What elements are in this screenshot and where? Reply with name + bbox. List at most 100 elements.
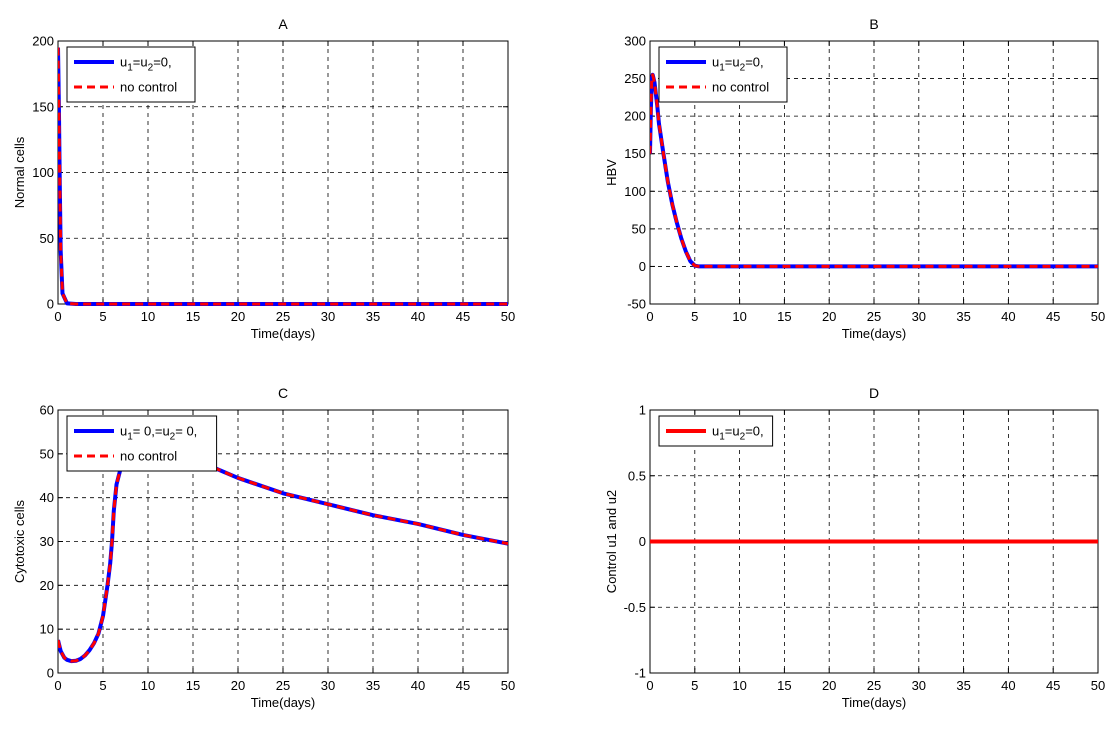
x-tick-label: 35	[366, 678, 380, 693]
x-tick-label: 20	[231, 309, 245, 324]
y-tick-label: -1	[634, 666, 646, 681]
x-axis-label: Time(days)	[842, 326, 907, 341]
x-tick-label: 50	[1091, 678, 1105, 693]
x-tick-label: 35	[956, 309, 970, 324]
legend: u1= 0,=u2= 0, no control	[66, 415, 218, 472]
legend-label: u1=u2=0,	[120, 55, 172, 74]
y-tick-label: 0.5	[628, 468, 646, 483]
legend-label: no control	[712, 80, 769, 95]
y-tick-label: -50	[627, 297, 646, 312]
y-tick-label: 250	[624, 71, 646, 86]
y-tick-label: 60	[40, 403, 54, 418]
x-tick-label: 30	[912, 678, 926, 693]
legend-label: no control	[120, 449, 177, 464]
legend-label: u1= 0,=u2= 0,	[120, 424, 197, 443]
chart-title: A	[278, 16, 288, 32]
x-tick-label: 35	[366, 309, 380, 324]
x-axis-label: Time(days)	[842, 695, 907, 710]
y-tick-label: 0	[639, 534, 646, 549]
y-tick-label: 1	[639, 403, 646, 418]
y-tick-label: -0.5	[624, 600, 646, 615]
x-tick-label: 10	[732, 678, 746, 693]
x-tick-label: 15	[186, 309, 200, 324]
x-tick-label: 25	[867, 678, 881, 693]
y-tick-label: 20	[40, 578, 54, 593]
series-line	[58, 450, 508, 663]
y-tick-label: 0	[639, 259, 646, 274]
legend-box	[658, 46, 788, 103]
x-tick-label: 45	[456, 309, 470, 324]
series-line	[650, 73, 1098, 268]
y-tick-label: 100	[624, 184, 646, 199]
y-tick-label: 30	[40, 534, 54, 549]
x-tick-label: 30	[912, 309, 926, 324]
x-tick-label: 5	[691, 678, 698, 693]
legend-label: u1=u2=0,	[712, 55, 764, 74]
x-tick-label: 0	[54, 309, 61, 324]
legend-label: u1=u2=0,	[712, 424, 764, 443]
y-axis-label: Cytotoxic cells	[12, 499, 27, 583]
x-tick-label: 45	[1046, 309, 1060, 324]
y-tick-label: 100	[32, 165, 54, 180]
chart-title: C	[278, 385, 288, 401]
legend: u1=u2=0, no control	[658, 46, 788, 103]
x-tick-label: 0	[646, 678, 653, 693]
x-axis-label: Time(days)	[251, 326, 316, 341]
x-tick-label: 15	[777, 678, 791, 693]
legend-box	[66, 46, 196, 103]
x-tick-label: 0	[646, 309, 653, 324]
y-tick-label: 50	[632, 221, 646, 236]
x-tick-label: 20	[822, 678, 836, 693]
x-tick-label: 50	[501, 678, 515, 693]
x-tick-label: 35	[956, 678, 970, 693]
panel-d: 0 5 10 15 20 25 30 35 40 45 50 -1 -0.5 0 0.5 1 D Time(day…	[604, 385, 1105, 710]
y-tick-label: 0	[47, 666, 54, 681]
chart-title: D	[869, 385, 879, 401]
x-tick-label: 25	[276, 678, 290, 693]
y-tick-label: 200	[32, 34, 54, 49]
y-tick-label: 0	[47, 297, 54, 312]
panel-c: 0 5 10 15 20 25 30 35 40 45 50 0 10 20 30 40 50 60 C Time(d…	[12, 385, 515, 710]
x-tick-label: 30	[321, 678, 335, 693]
x-tick-label: 10	[141, 678, 155, 693]
x-tick-label: 45	[1046, 678, 1060, 693]
x-tick-label: 5	[99, 309, 106, 324]
y-tick-label: 300	[624, 34, 646, 49]
x-tick-label: 50	[501, 309, 515, 324]
x-tick-label: 40	[411, 309, 425, 324]
x-tick-label: 15	[186, 678, 200, 693]
x-tick-label: 40	[1001, 309, 1015, 324]
panel-b: 0 5 10 15 20 25 30 35 40 45 50-5005010015020025030…	[604, 16, 1105, 341]
y-tick-label: 50	[40, 231, 54, 246]
x-axis-label: Time(days)	[251, 695, 316, 710]
x-tick-label: 10	[732, 309, 746, 324]
x-tick-label: 40	[1001, 678, 1015, 693]
x-tick-label: 0	[54, 678, 61, 693]
legend: u1=u2=0, no control	[66, 46, 196, 103]
y-tick-label: 150	[624, 146, 646, 161]
series-line	[58, 47, 508, 306]
x-tick-label: 5	[691, 309, 698, 324]
x-tick-label: 50	[1091, 309, 1105, 324]
y-tick-label: 40	[40, 490, 54, 505]
x-tick-label: 5	[99, 678, 106, 693]
y-tick-label: 150	[32, 99, 54, 114]
y-tick-label: 50	[40, 446, 54, 461]
y-axis-label: Normal cells	[12, 136, 27, 208]
y-tick-label: 200	[624, 109, 646, 124]
legend-box	[66, 415, 218, 472]
x-tick-label: 20	[231, 678, 245, 693]
legend-label: no control	[120, 80, 177, 95]
x-tick-label: 10	[141, 309, 155, 324]
legend: u1=u2=0,	[658, 415, 774, 447]
x-tick-label: 30	[321, 309, 335, 324]
x-tick-label: 25	[867, 309, 881, 324]
x-tick-label: 25	[276, 309, 290, 324]
chart-title: B	[869, 16, 878, 32]
x-tick-label: 45	[456, 678, 470, 693]
y-axis-label: HBV	[604, 159, 619, 186]
y-axis-label: Control u1 and u2	[604, 490, 619, 593]
panel-a: 0 5 10 15 20 25 30 35 40 45 50 0 50 100 150 200 A Time(da…	[12, 16, 515, 341]
x-tick-label: 15	[777, 309, 791, 324]
